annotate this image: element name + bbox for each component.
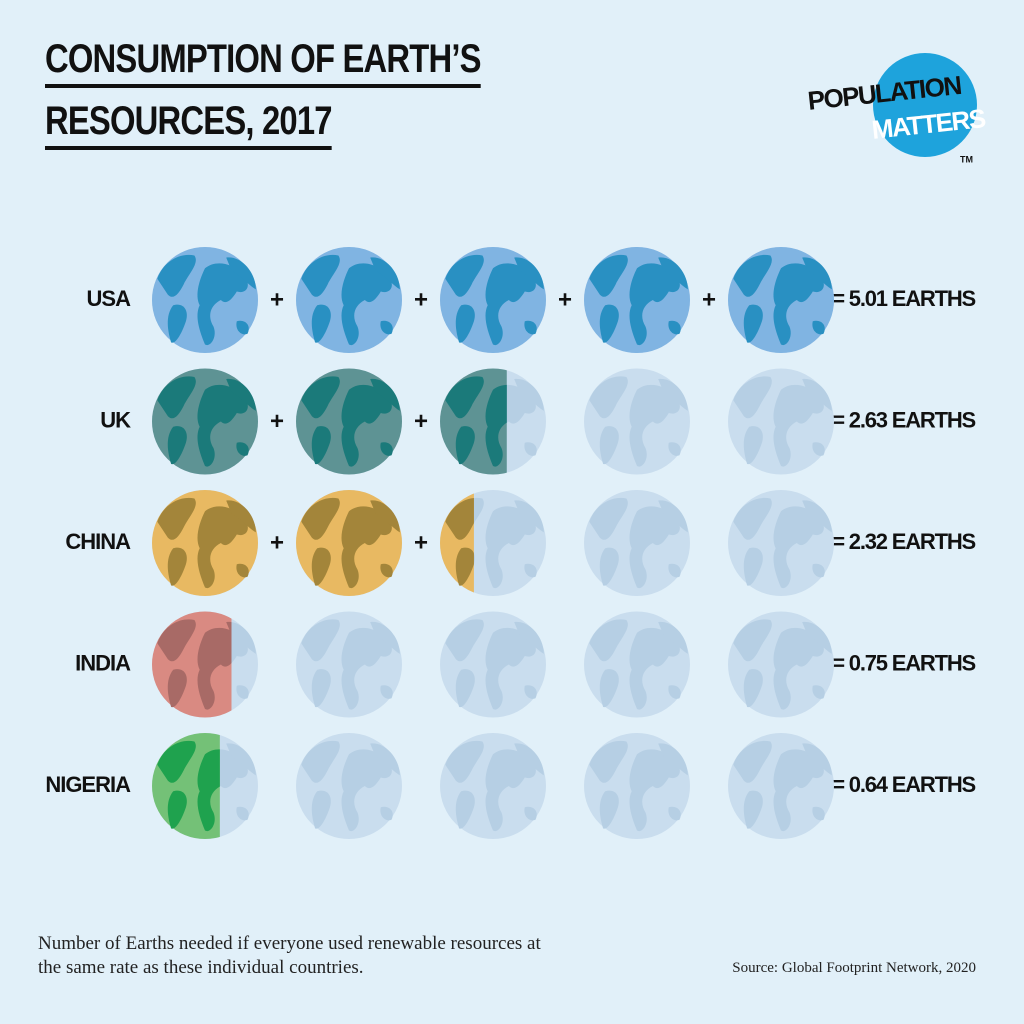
globe xyxy=(440,493,474,593)
value-label: = 0.64 EARTHS xyxy=(832,772,975,797)
plus-sign: + xyxy=(270,529,284,556)
globe-row: + + xyxy=(152,490,834,596)
globe-row: + + xyxy=(152,368,834,475)
value-label: = 5.01 EARTHS xyxy=(832,286,975,311)
plus-sign: + xyxy=(414,408,428,435)
globe xyxy=(152,247,258,353)
globe xyxy=(296,733,402,839)
globe xyxy=(728,611,834,718)
globe xyxy=(584,368,690,475)
chart-title: CONSUMPTION OF EARTH’S RESOURCES, 2017 xyxy=(45,37,482,143)
globe-row xyxy=(152,611,834,718)
globe xyxy=(584,247,690,353)
globe xyxy=(728,733,834,839)
globe-row xyxy=(152,733,834,839)
source: Source: Global Footprint Network, 2020 xyxy=(732,960,976,976)
value-label: = 2.32 EARTHS xyxy=(832,529,975,554)
globe xyxy=(440,368,507,475)
category-label: CHINA xyxy=(65,529,131,554)
plus-sign: + xyxy=(558,286,572,313)
category-label: USA xyxy=(87,286,132,311)
globe xyxy=(152,368,258,475)
globe xyxy=(584,733,690,839)
plus-sign: + xyxy=(414,529,428,556)
value-label: = 2.63 EARTHS xyxy=(832,407,975,432)
globe xyxy=(728,368,834,475)
globe xyxy=(152,733,220,839)
category-label: UK xyxy=(100,407,131,432)
globe xyxy=(440,733,546,839)
plus-sign: + xyxy=(414,286,428,313)
globe xyxy=(440,611,546,718)
plus-sign: + xyxy=(270,408,284,435)
globe xyxy=(584,490,690,596)
category-label: INDIA xyxy=(75,650,131,675)
globe xyxy=(440,247,546,353)
logo-circle xyxy=(873,53,977,157)
globe xyxy=(296,490,402,596)
globe xyxy=(728,490,834,596)
globe xyxy=(296,247,402,353)
globe xyxy=(728,247,834,353)
plus-sign: + xyxy=(270,286,284,313)
globe-row: + + + + xyxy=(152,247,834,353)
globe xyxy=(584,611,690,718)
category-label: NIGERIA xyxy=(45,772,131,797)
footnote: Number of Earths needed if everyone used… xyxy=(38,933,541,978)
value-label: = 0.75 EARTHS xyxy=(832,650,975,675)
globe xyxy=(152,490,258,596)
logo-mark: TM xyxy=(960,154,973,164)
globe xyxy=(296,368,402,475)
globe xyxy=(296,611,402,718)
globe xyxy=(152,611,232,718)
plus-sign: + xyxy=(702,286,716,313)
